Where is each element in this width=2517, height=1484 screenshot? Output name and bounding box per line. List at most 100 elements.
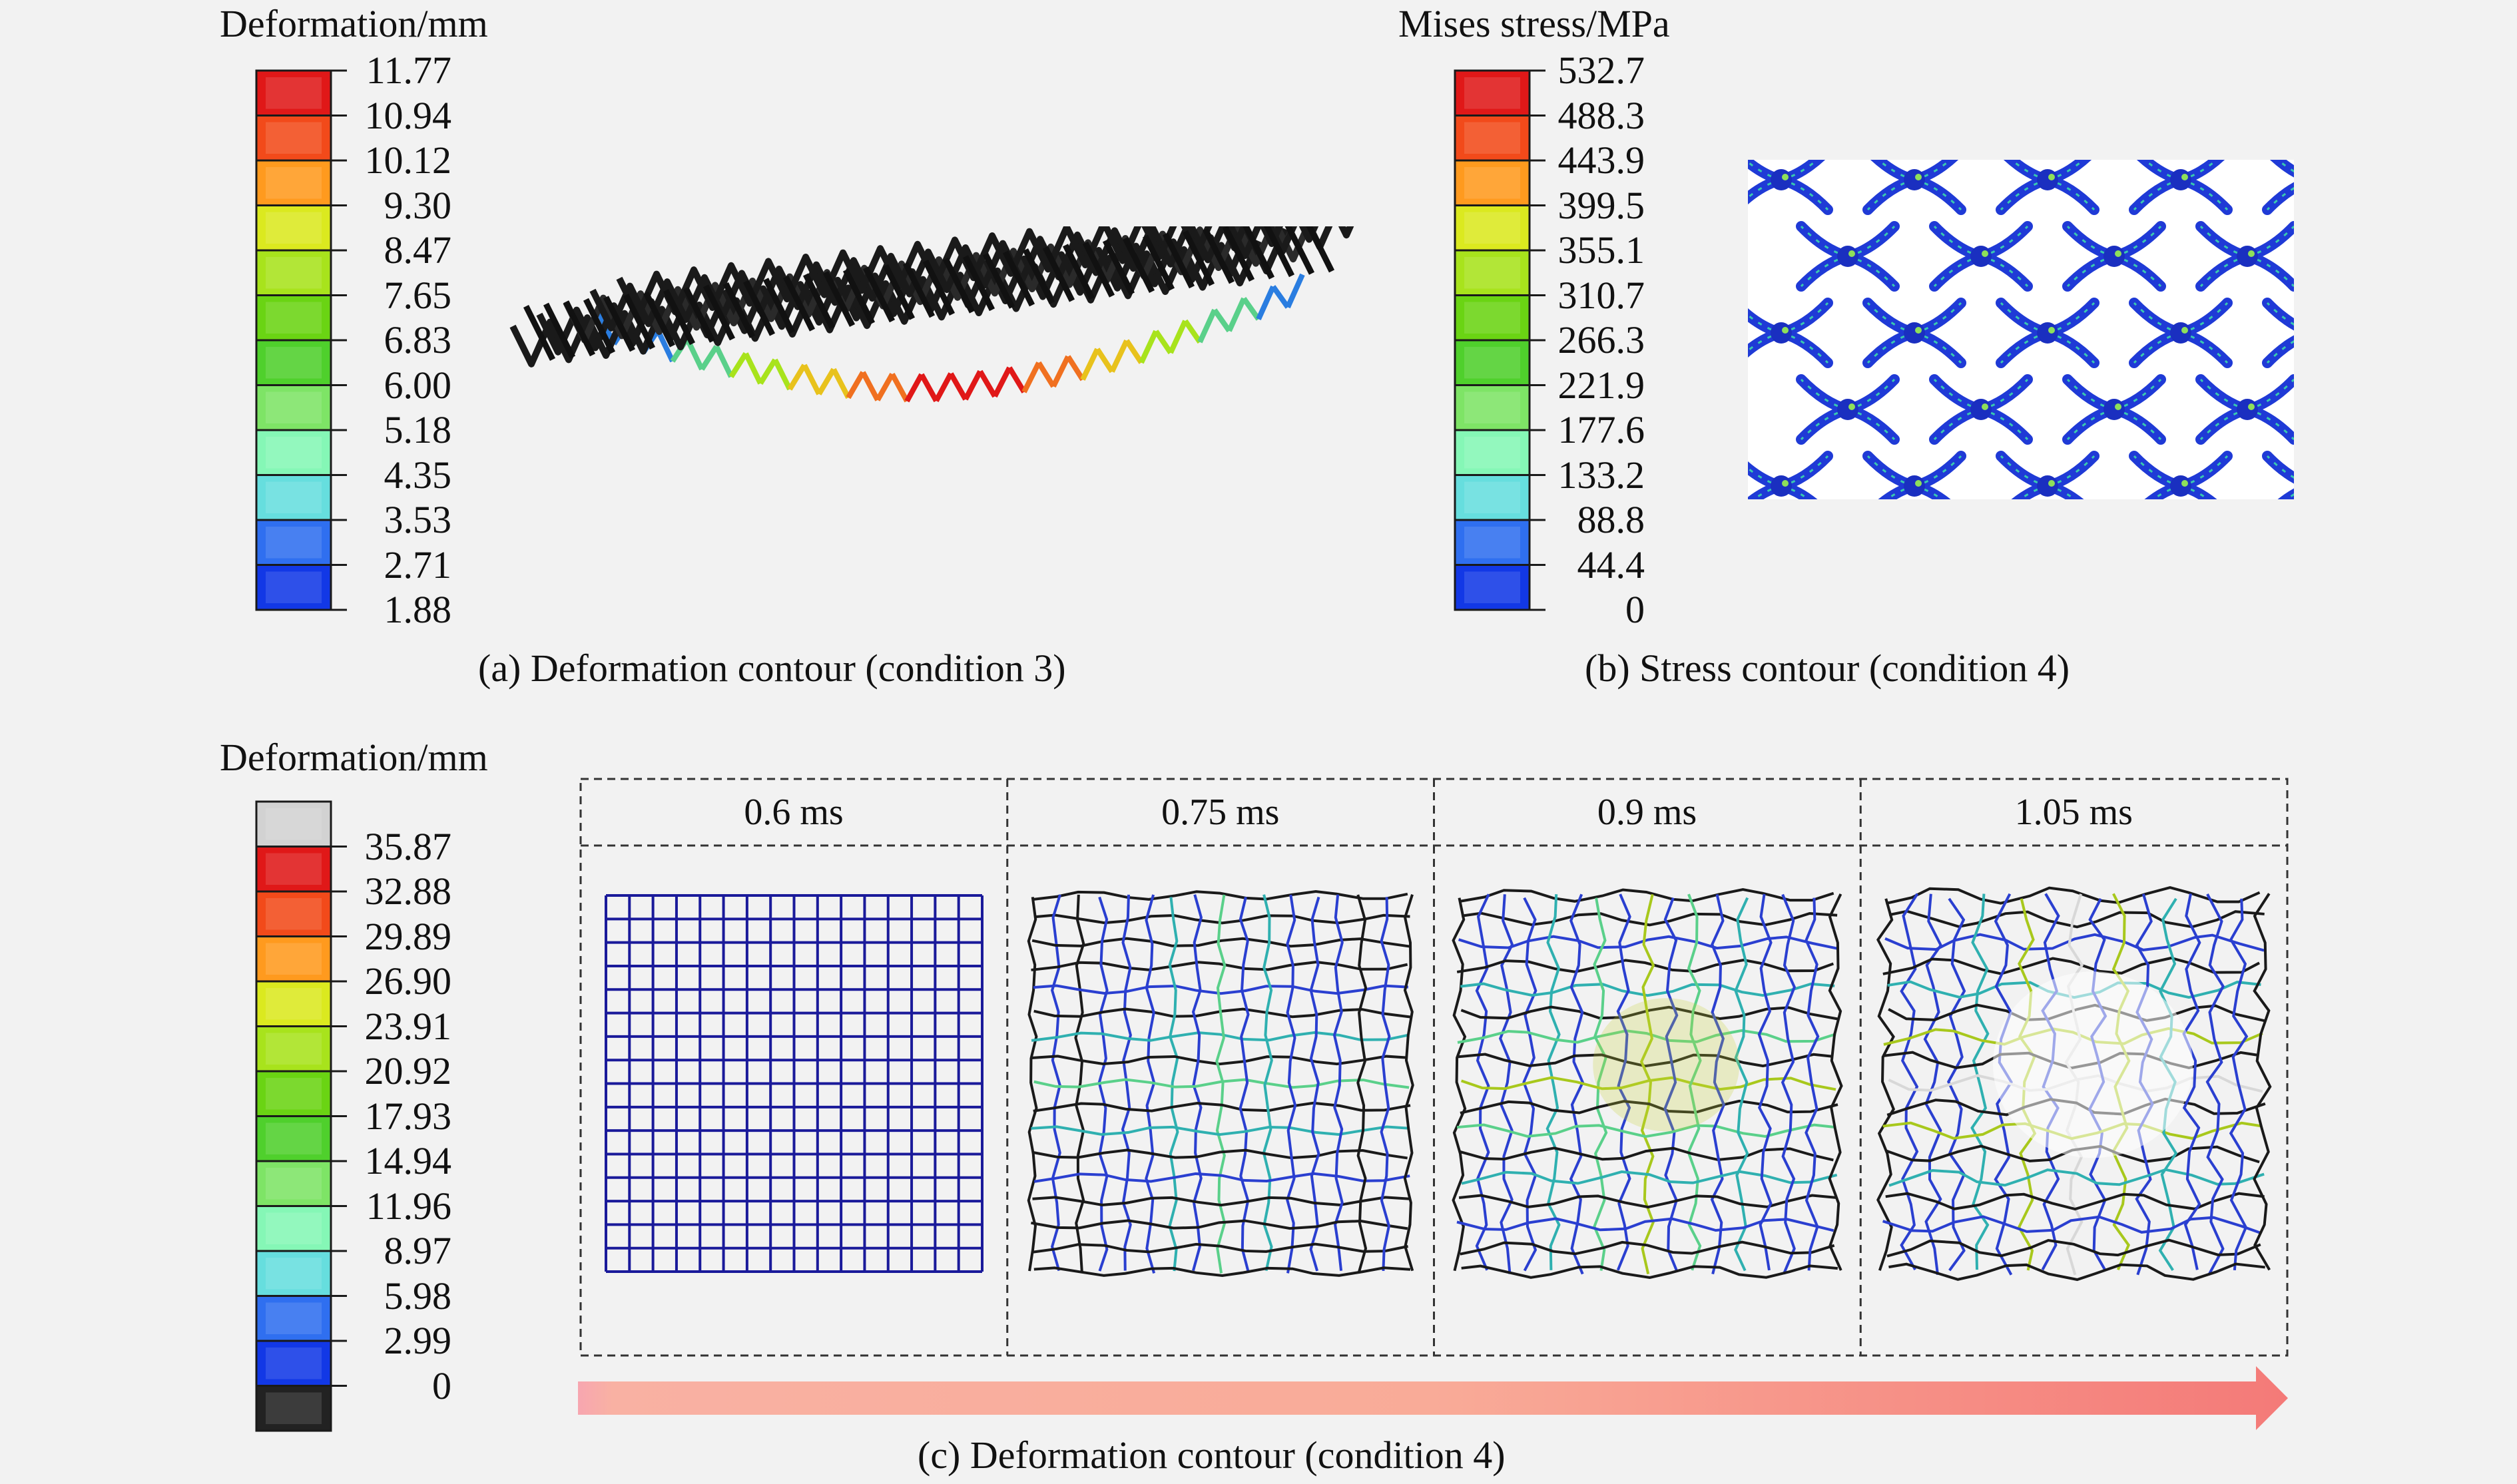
grid-strut-horizontal (1461, 911, 1838, 927)
lattice-b-node-accent (2115, 403, 2121, 410)
legend_c-tick-label: 17.93 (364, 1094, 452, 1138)
lattice-a-cross-strut (702, 284, 736, 341)
legend_b-tick-label: 221.9 (1557, 363, 1645, 407)
grid-strut-horizontal (1031, 960, 1408, 971)
caption-c: (c) Deformation contour (condition 4) (918, 1433, 1506, 1477)
lattice-a-lower-strut (1065, 355, 1085, 381)
grid-strut-horizontal (1886, 1238, 2261, 1258)
legend_a-tick-label: 9.30 (384, 183, 452, 227)
legend_b-tick-label: 443.9 (1557, 138, 1645, 182)
lattice-a-cross-strut (683, 286, 716, 343)
legend-a-title: Deformation/mm (220, 2, 488, 45)
grid-strut-vertical (1734, 897, 1749, 1272)
lattice-a-cross-strut (882, 264, 916, 320)
lattice-b-node-accent (2048, 480, 2055, 487)
lattice-a-cross-strut (1042, 246, 1075, 302)
legend_b-tick-label: 532.7 (1557, 49, 1645, 92)
lattice-a-lower-strut (714, 345, 734, 378)
grid-strut-vertical (1403, 894, 1414, 1272)
lattice-a-lower-strut (1036, 361, 1056, 388)
lattice-a-lower-strut (1124, 339, 1144, 364)
lattice-b-node-accent (1915, 327, 1922, 334)
legend_b-tick-label: 44.4 (1577, 543, 1645, 587)
legend_c-tick-label: 32.88 (364, 869, 452, 913)
caption-b: (b) Stress contour (condition 4) (1585, 646, 2070, 690)
lattice-a-lower-strut (992, 366, 1012, 398)
deformation-grid (605, 894, 983, 1273)
grid-strut-horizontal (1032, 1196, 1410, 1207)
grid-strut-vertical (1168, 897, 1179, 1272)
lattice-a-lower-strut (1095, 348, 1115, 373)
lattice-a-cross-strut (523, 304, 556, 362)
grid-strut-vertical (1805, 897, 1820, 1271)
grid-strut-vertical (1545, 894, 1561, 1270)
legend_a-tick-label: 5.18 (384, 408, 452, 451)
grid-strut-horizontal (1457, 1029, 1836, 1044)
time-label: 0.75 ms (1161, 792, 1280, 833)
grid-strut-horizontal (1885, 1192, 2265, 1211)
lattice-a-cross-strut (742, 280, 776, 336)
legend_a-tick-label: 2.71 (384, 543, 452, 587)
lattice-b-strut (2262, 182, 2294, 215)
legend_b-tick-label: 399.5 (1557, 183, 1645, 227)
grid-strut-horizontal (1033, 913, 1410, 925)
lattice-a-lower-strut (758, 358, 778, 385)
lattice-a-cross-strut (1162, 232, 1195, 289)
grid-strut-horizontal (1458, 1194, 1838, 1209)
grid-strut-vertical (1970, 893, 1990, 1270)
lattice-a-cross-strut (1122, 236, 1155, 294)
legend_a-tick-label: 3.53 (384, 498, 452, 541)
deformed-lattice-panel-a (509, 226, 1354, 403)
grid-strut-horizontal (1031, 937, 1410, 948)
lattice-b-strut (2269, 160, 2294, 178)
grid-strut-vertical (1380, 897, 1391, 1272)
lattice-a-lower-strut (1183, 319, 1203, 344)
grid-strut-vertical (2205, 893, 2225, 1276)
lattice-a-lower-strut (1109, 339, 1129, 373)
lattice-a-cross-strut (1182, 230, 1215, 286)
legend_c-tick-label: 23.91 (364, 1004, 452, 1048)
legend_c-tick-label: 8.97 (384, 1229, 452, 1272)
lattice-b-node-accent (1982, 250, 1988, 257)
lattice-a-cross-strut (862, 266, 896, 323)
grid-strut-horizontal (1456, 1217, 1834, 1232)
legend-b-title: Mises stress/MPa (1398, 2, 1670, 45)
grid-strut-vertical (1593, 897, 1608, 1271)
caption-a: (a) Deformation contour (condition 3) (478, 646, 1066, 690)
lattice-a-cross-strut (842, 268, 876, 325)
legend_a-tick-label: 1.88 (384, 588, 452, 631)
grid-strut-vertical (1781, 893, 1797, 1275)
lattice-b-node-accent (2048, 327, 2055, 334)
time-label: 1.05 ms (2014, 792, 2133, 833)
grid-strut-horizontal (1460, 1005, 1838, 1021)
grid-strut-horizontal (1031, 1125, 1408, 1136)
grid-strut-vertical (1027, 897, 1038, 1272)
lattice-a-lower-strut (787, 364, 807, 391)
lattice-a-lower-strut (1197, 308, 1217, 344)
lattice-b-node-accent (2048, 174, 2055, 180)
grid-strut-horizontal (1033, 1172, 1410, 1183)
grid-strut-vertical (1452, 897, 1467, 1272)
legend_c-tick-label: 2.99 (384, 1319, 452, 1362)
legend_b-tick-label: 488.3 (1557, 93, 1645, 137)
legend_a-tick-label: 10.94 (364, 93, 452, 137)
lattice-a-lower-strut (890, 373, 910, 403)
lattice-a-cross-strut (782, 275, 816, 332)
lattice-a-lower-strut (934, 372, 954, 403)
legend_a-tick-label: 4.35 (384, 453, 452, 497)
grid-strut-horizontal (1885, 885, 2261, 905)
grid-strut-vertical (1262, 894, 1273, 1272)
grid-strut-horizontal (1033, 1242, 1408, 1254)
grid-strut-horizontal (1033, 1007, 1411, 1019)
grid-strut-horizontal (1033, 984, 1408, 995)
grid-strut-vertical (1828, 893, 1843, 1271)
lattice-a-cross-strut (623, 293, 656, 350)
grid-strut-horizontal (1458, 1053, 1834, 1068)
legend_a-tick-label: 11.77 (366, 49, 451, 92)
lattice-a-lower-strut (978, 370, 997, 398)
lattice-a-lower-strut (743, 352, 763, 385)
lattice-a-cross-strut (922, 259, 956, 316)
lattice-a-lower-strut (1021, 362, 1041, 393)
lattice-a-lower-strut (1007, 366, 1027, 393)
